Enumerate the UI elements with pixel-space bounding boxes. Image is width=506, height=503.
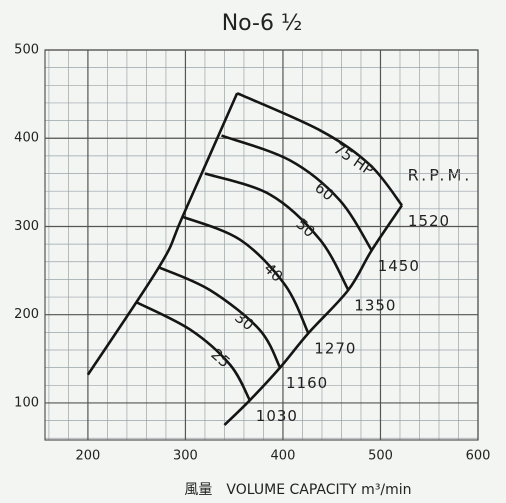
y-tick-label: 300 [14, 219, 39, 234]
hp-curve [182, 215, 310, 334]
y-tick-label: 500 [14, 43, 39, 58]
x-axis-label: 風量 VOLUME CAPACITY m³/min [184, 482, 411, 498]
x-tick-label: 200 [75, 449, 100, 464]
y-tick-label: 100 [14, 395, 39, 410]
hp-curve [157, 265, 282, 369]
rpm-label: 1270 [314, 340, 356, 358]
rpm-label: 1030 [256, 407, 298, 425]
x-tick-label: 600 [466, 449, 491, 464]
hp-curve [136, 301, 251, 401]
rpm-label: 1520 [408, 212, 450, 230]
x-tick-label: 300 [173, 449, 198, 464]
rpm-label: 1350 [354, 297, 396, 315]
rpm-label: 1450 [378, 257, 420, 275]
x-tick-label: 400 [271, 449, 296, 464]
y-tick-label: 200 [14, 307, 39, 322]
x-tick-label: 500 [368, 449, 393, 464]
hp-curve [221, 134, 373, 251]
plot-frame [44, 49, 479, 441]
hp-curve [204, 172, 350, 291]
rpm-label: 1160 [286, 374, 328, 392]
rpm-heading: R.P.M. [408, 166, 473, 185]
y-tick-label: 400 [14, 131, 39, 146]
chart-title: No-6 ½ [222, 11, 303, 36]
hp-curve [236, 92, 403, 207]
boundary-line [86, 92, 239, 376]
